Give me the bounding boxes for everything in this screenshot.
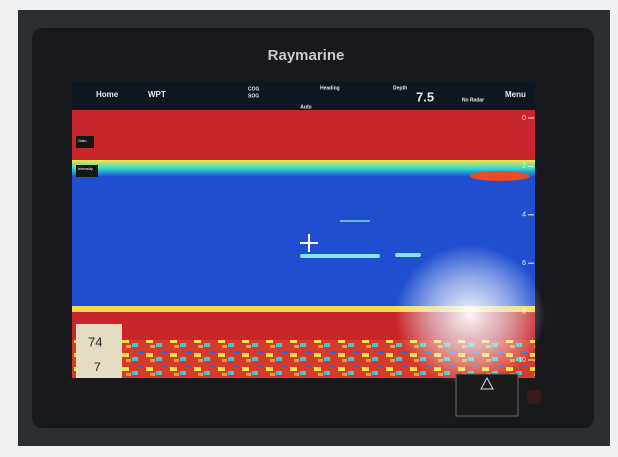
depth-scale-label: 0 <box>522 115 526 122</box>
gain-label: Gain <box>78 138 86 143</box>
data-box <box>76 324 122 378</box>
warning-sticker <box>455 373 519 417</box>
power-button[interactable] <box>527 390 541 404</box>
home-button[interactable]: Home <box>96 90 119 99</box>
depth-value: 7.5 <box>416 89 434 104</box>
wpt-button[interactable]: WPT <box>148 90 166 99</box>
surface-clutter <box>72 110 535 162</box>
warning-icon <box>480 376 494 390</box>
thermocline <box>72 160 535 176</box>
depth-scale-label: 2 <box>522 163 526 170</box>
depth-scale-label: 6 <box>522 260 526 267</box>
bottom-edge <box>72 306 535 312</box>
brand: Raymarine <box>268 47 345 64</box>
depth-label: Depth <box>393 85 407 91</box>
fish-echo <box>340 220 370 222</box>
radar-status[interactable]: No Radar <box>462 97 484 103</box>
intensity-label: Intensity <box>78 166 93 171</box>
sog-label: SOG <box>248 93 259 99</box>
echo <box>470 171 530 181</box>
glare <box>395 245 545 385</box>
heading-label: Heading <box>320 85 340 91</box>
toolbar <box>72 82 535 110</box>
mode-label: Auto <box>300 104 311 110</box>
cog-label: COG <box>248 86 260 92</box>
gain-box <box>76 136 94 148</box>
water-temp: 74 <box>88 334 102 349</box>
fish-echo <box>300 254 380 258</box>
speed: 7 <box>94 360 101 374</box>
depth-scale-label: 4 <box>522 212 526 219</box>
menu-button[interactable]: Menu <box>505 90 526 99</box>
intensity-box <box>76 165 98 177</box>
fish-echo <box>395 253 421 257</box>
